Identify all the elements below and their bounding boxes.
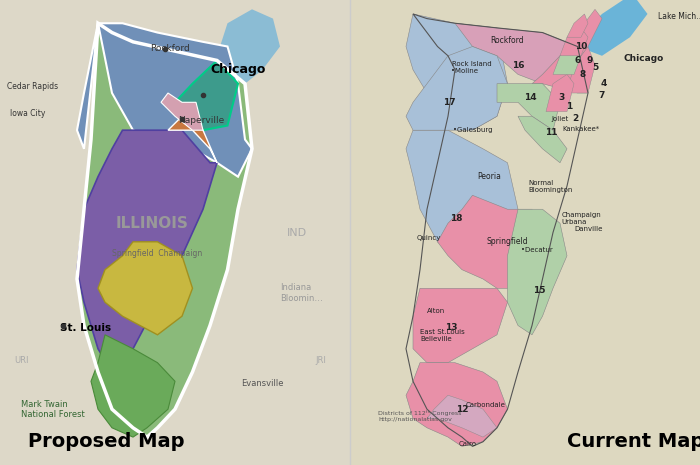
Polygon shape — [77, 23, 252, 177]
Polygon shape — [406, 46, 508, 130]
Polygon shape — [438, 195, 542, 288]
Polygon shape — [567, 46, 595, 93]
Text: 1: 1 — [566, 102, 572, 112]
Polygon shape — [546, 74, 574, 112]
Polygon shape — [567, 14, 588, 37]
Polygon shape — [175, 60, 238, 130]
Polygon shape — [77, 130, 217, 372]
Text: 3: 3 — [559, 93, 565, 102]
Text: 17: 17 — [443, 98, 456, 107]
Text: 16: 16 — [512, 60, 524, 70]
Polygon shape — [413, 288, 508, 363]
Text: Chicago: Chicago — [623, 53, 664, 63]
Polygon shape — [427, 395, 497, 437]
Text: Springfield: Springfield — [486, 237, 528, 246]
Text: 15: 15 — [533, 286, 545, 295]
Polygon shape — [532, 46, 588, 93]
Text: •Decatur: •Decatur — [522, 247, 553, 253]
Text: Carbondale: Carbondale — [466, 402, 505, 407]
Polygon shape — [406, 14, 508, 130]
Polygon shape — [497, 84, 560, 130]
Polygon shape — [560, 28, 588, 56]
Text: URI: URI — [14, 356, 29, 365]
Text: 9: 9 — [587, 56, 593, 65]
Text: IND: IND — [287, 227, 307, 238]
Text: Alton: Alton — [427, 308, 445, 313]
Text: Mark Twain
National Forest: Mark Twain National Forest — [21, 399, 85, 419]
Polygon shape — [406, 363, 508, 446]
Text: 10: 10 — [575, 42, 587, 51]
Text: 11: 11 — [545, 128, 557, 137]
Text: 14: 14 — [524, 93, 537, 102]
Polygon shape — [168, 116, 217, 163]
Text: Indiana
Bloomin…: Indiana Bloomin… — [280, 283, 323, 303]
Text: 12: 12 — [456, 405, 468, 414]
Text: 6: 6 — [575, 56, 580, 65]
Text: Cairo: Cairo — [458, 441, 477, 447]
Polygon shape — [578, 0, 648, 56]
Polygon shape — [77, 23, 252, 437]
Text: Champaign
Urbana: Champaign Urbana — [561, 212, 601, 225]
Text: Rock Island
•Moline: Rock Island •Moline — [452, 61, 491, 74]
Text: Chicago: Chicago — [210, 63, 265, 76]
Polygon shape — [98, 242, 192, 335]
Text: St. Louis: St. Louis — [60, 323, 111, 333]
Text: ILLINOIS: ILLINOIS — [116, 216, 188, 231]
Polygon shape — [553, 46, 581, 74]
Text: Kankakee*: Kankakee* — [563, 126, 600, 132]
Text: East St.Louis
Belleville: East St.Louis Belleville — [420, 329, 465, 342]
Text: 5: 5 — [592, 63, 598, 72]
Text: Quincy: Quincy — [416, 235, 441, 241]
Text: Springfield  Champaign: Springfield Champaign — [112, 249, 202, 258]
Polygon shape — [217, 9, 280, 84]
Text: 8: 8 — [580, 70, 586, 79]
Polygon shape — [508, 209, 567, 335]
Text: 18: 18 — [451, 214, 463, 223]
Text: 7: 7 — [598, 91, 606, 100]
Polygon shape — [161, 93, 203, 130]
Text: Districts of 112ᵗʰ Congress
http://nationalatlas.gov: Districts of 112ᵗʰ Congress http://natio… — [378, 410, 461, 422]
Text: Naperville: Naperville — [178, 116, 225, 126]
Text: Rockford: Rockford — [490, 36, 524, 46]
Polygon shape — [574, 9, 602, 65]
Polygon shape — [455, 23, 588, 84]
Polygon shape — [0, 0, 350, 465]
Text: JRI: JRI — [315, 356, 326, 365]
Text: Cedar Rapids: Cedar Rapids — [7, 81, 58, 91]
Text: Joliet: Joliet — [552, 116, 568, 121]
Text: 13: 13 — [445, 323, 458, 332]
Polygon shape — [518, 116, 567, 163]
Text: Current Map: Current Map — [567, 432, 700, 451]
Text: •Galesburg: •Galesburg — [454, 127, 493, 133]
Polygon shape — [406, 130, 518, 270]
Polygon shape — [91, 335, 175, 437]
Text: Iowa City: Iowa City — [10, 109, 46, 119]
Text: Peoria: Peoria — [477, 172, 502, 181]
Text: Proposed Map: Proposed Map — [28, 432, 185, 451]
Polygon shape — [350, 0, 700, 465]
Text: Lake Mich…: Lake Mich… — [658, 12, 700, 21]
Text: 4: 4 — [601, 79, 607, 88]
Text: Normal
Bloomington: Normal Bloomington — [528, 180, 573, 193]
Text: 2: 2 — [573, 114, 579, 123]
Text: Danville: Danville — [574, 226, 603, 232]
Text: Rockford: Rockford — [150, 44, 190, 53]
Text: Evansville: Evansville — [241, 379, 284, 388]
